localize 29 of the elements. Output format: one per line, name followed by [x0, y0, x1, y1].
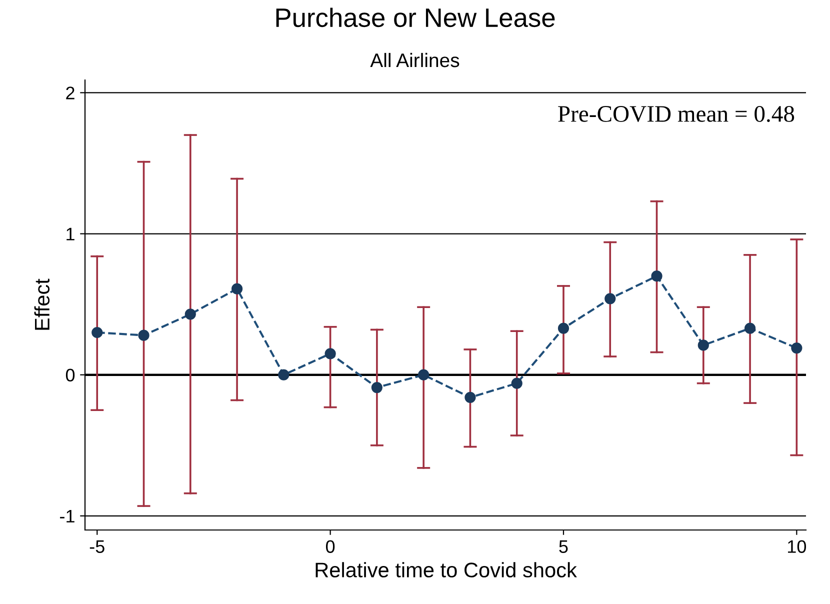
y-tick-label: 0	[66, 368, 75, 382]
x-tick-label: 5	[559, 540, 568, 553]
annotation: Pre-COVID mean = 0.48	[558, 106, 794, 122]
point	[278, 369, 290, 380]
point	[231, 283, 243, 294]
x-axis-title: Relative time to Covid shock	[316, 562, 577, 578]
point	[371, 382, 382, 394]
point	[138, 330, 150, 341]
chart-subtitle: All Airlines	[370, 52, 460, 68]
point	[92, 326, 103, 338]
x-tick-label: 0	[326, 540, 335, 553]
y-tick-label: 1	[66, 228, 74, 240]
point	[511, 378, 522, 389]
point	[791, 342, 802, 354]
point	[464, 392, 476, 403]
point	[558, 322, 570, 334]
point	[604, 293, 616, 304]
point	[698, 340, 709, 351]
y-tick-label: -1	[60, 510, 74, 522]
y-axis-title: Effect	[34, 278, 50, 330]
point	[184, 308, 196, 320]
y-tick-label: 2	[66, 86, 74, 100]
point	[651, 270, 662, 282]
x-tick-label: 10	[788, 540, 806, 553]
point	[324, 348, 336, 360]
point	[744, 322, 756, 334]
chart-title: Purchase or New Lease	[276, 8, 555, 28]
x-tick-label: -5	[90, 540, 104, 553]
point	[418, 369, 430, 380]
